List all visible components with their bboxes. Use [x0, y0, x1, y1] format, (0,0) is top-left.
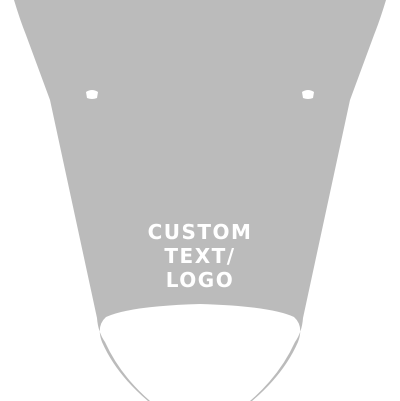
right-notch-marker	[302, 90, 314, 99]
custom-text-line-3: LOGO	[165, 268, 235, 292]
custom-text-line-2: TEXT/	[164, 244, 236, 268]
left-notch-marker	[86, 90, 98, 99]
hood-decal-shape	[14, 0, 386, 401]
custom-text-line-1: CUSTOM	[147, 220, 253, 244]
